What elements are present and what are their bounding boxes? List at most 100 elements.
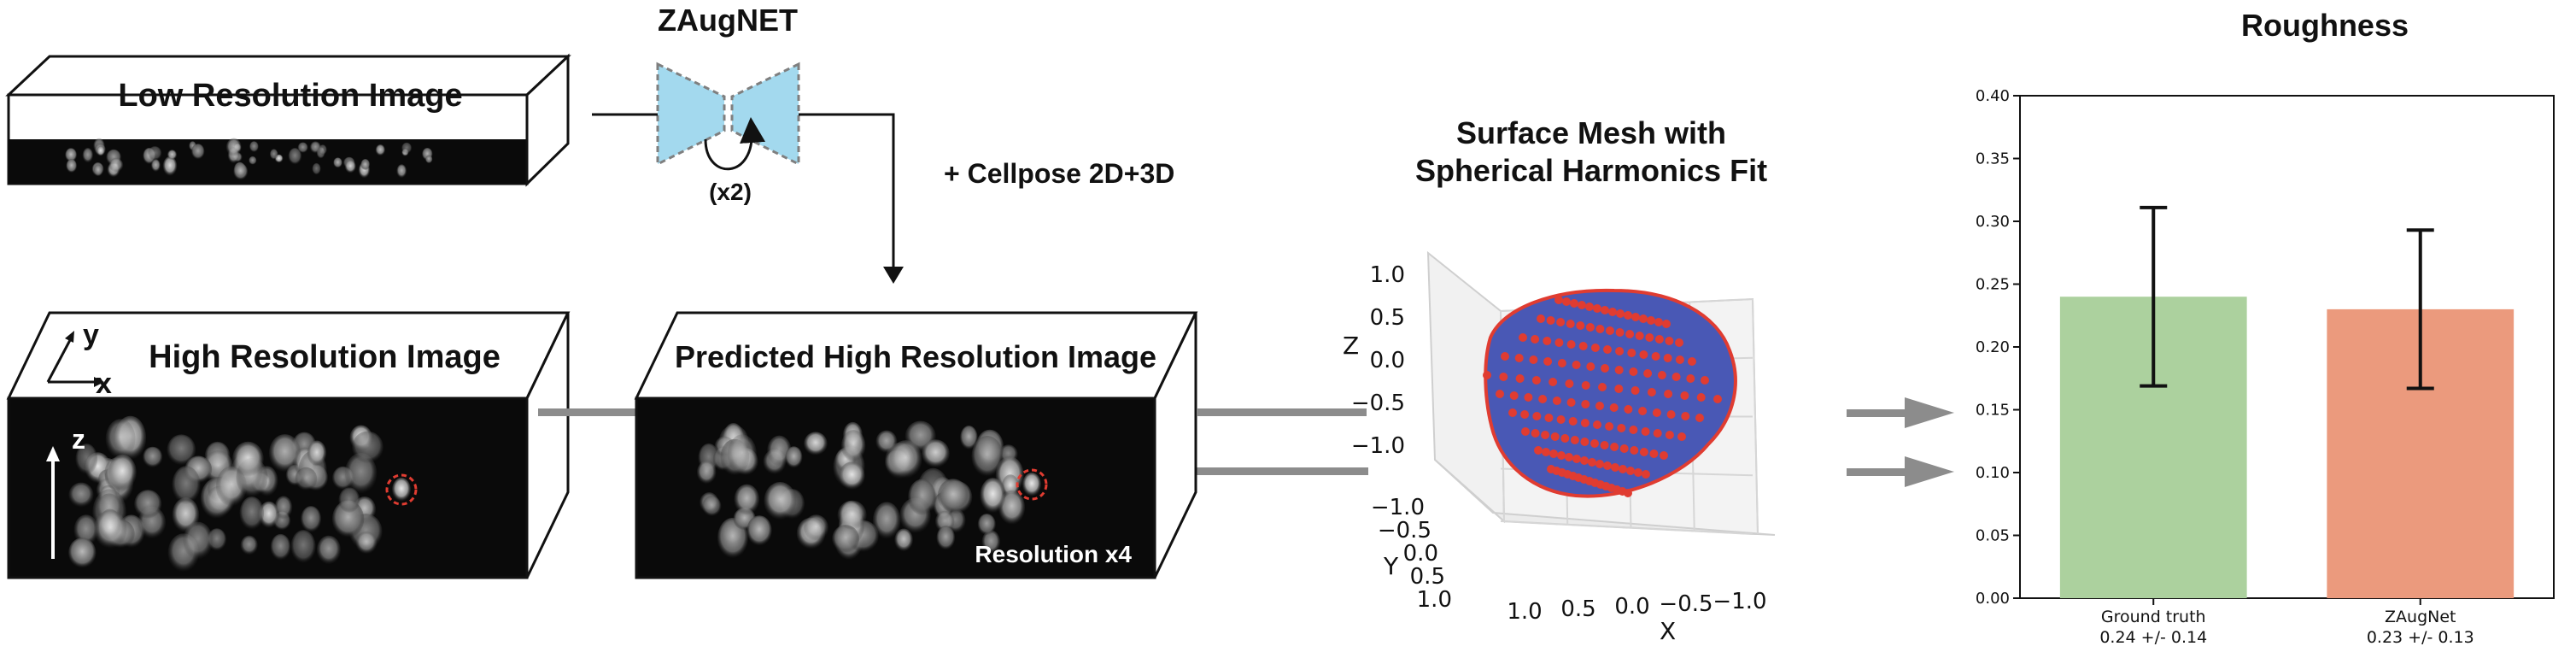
nucleus-blob	[268, 434, 302, 473]
mesh-fit-point	[1541, 431, 1550, 439]
nucleus-blob	[134, 490, 162, 519]
mesh-fit-point	[1546, 316, 1555, 325]
nucleus-blob	[746, 515, 772, 546]
mesh-x-tick: 0.0	[1614, 594, 1649, 620]
mesh-fit-point	[1565, 379, 1574, 388]
nucleus-blob	[894, 528, 913, 552]
mesh-fit-point	[1654, 335, 1664, 344]
mesh-fit-point	[1606, 326, 1614, 335]
high-res-side-face	[525, 312, 570, 579]
chart-title: Roughness	[2241, 8, 2409, 43]
mesh-fit-point	[1529, 355, 1538, 364]
surface-mesh-plot: Surface Mesh with Spherical Harmonics Fi…	[1343, 115, 1776, 645]
nucleus-blob	[297, 142, 308, 154]
mesh-fit-point	[1520, 410, 1530, 419]
mesh-x-ticks: 1.0 0.5 0.0 −0.5 −1.0	[1507, 589, 1766, 625]
mesh-fit-point	[1611, 463, 1619, 472]
mesh-fit-point	[1647, 316, 1655, 325]
mesh-pane-floor	[1434, 459, 1776, 536]
predicted-side-face	[1153, 312, 1197, 579]
mesh-fit-point	[1544, 414, 1554, 422]
mesh-fit-point	[1629, 426, 1638, 434]
mesh-y-tick: 1.0	[1417, 587, 1452, 613]
link-bar	[1172, 467, 1368, 475]
mesh-fit-point	[1645, 333, 1654, 342]
nucleus-blob	[295, 467, 318, 491]
nucleus-blob	[396, 164, 407, 179]
nucleus-blob	[167, 150, 178, 161]
mesh-x-label: X	[1660, 617, 1676, 645]
mesh-fit-point	[1665, 431, 1674, 439]
mesh-fit-point	[1639, 350, 1648, 359]
nucleus-blob	[75, 444, 98, 475]
mesh-fit-point	[1643, 369, 1653, 378]
nucleus-blob	[841, 430, 866, 462]
mesh-fit-point	[1617, 424, 1626, 432]
x-stat-label: 0.24 +/- 0.14	[2099, 628, 2207, 647]
mesh-fit-point	[1627, 349, 1636, 357]
mesh-fit-point	[1557, 359, 1566, 367]
mesh-fit-point	[1635, 332, 1644, 340]
nucleus-blob	[269, 149, 278, 160]
mesh-fit-point	[1554, 338, 1564, 347]
mesh-fit-point	[1662, 320, 1671, 328]
nucleus-blob	[872, 502, 901, 539]
mesh-fit-point	[1570, 436, 1579, 444]
nucleus-blob	[804, 432, 828, 455]
nucleus-blob	[338, 487, 360, 514]
nucleus-blob	[225, 138, 242, 157]
mesh-fit-point	[1615, 328, 1625, 337]
mesh-fit-point	[1625, 330, 1635, 338]
zaugnet-block: ZAugNET (x2)	[656, 3, 800, 205]
nucleus-blob	[65, 148, 77, 162]
mesh-fit-point	[1542, 448, 1550, 456]
mesh-fit-point	[1600, 441, 1609, 449]
nucleus-blob	[68, 538, 97, 568]
mesh-fit-point	[1580, 456, 1589, 465]
mesh-fit-point	[1651, 352, 1660, 361]
x-tick-label: Ground truth	[2101, 608, 2206, 626]
mesh-fit-point	[1630, 386, 1640, 395]
nucleus-blob	[702, 496, 722, 517]
axis-y-icon	[46, 339, 72, 383]
mesh-gridline	[1500, 520, 1753, 535]
nucleus-blob	[425, 155, 433, 164]
mesh-fit-point	[1578, 342, 1588, 350]
result-arrows	[1847, 397, 1954, 487]
nucleus-blob	[977, 514, 996, 536]
mesh-title-line2: Spherical Harmonics Fit	[1415, 153, 1767, 188]
mesh-y-tick: −1.0	[1371, 495, 1425, 520]
high-res-block: High Resolution Image y x z	[6, 311, 571, 579]
mesh-fit-point	[1538, 395, 1548, 403]
mesh-gridline	[1752, 298, 1759, 535]
mesh-fit-point	[1638, 407, 1648, 415]
mesh-fit-point	[1586, 362, 1595, 371]
predicted-block: Predicted High Resolution Image Resoluti…	[634, 311, 1198, 579]
nucleus-blob	[960, 425, 978, 450]
nucleus-blob	[937, 479, 969, 513]
nucleus-blob	[105, 419, 136, 460]
mesh-fit-point	[1598, 383, 1607, 391]
mesh-fit-point	[1585, 303, 1594, 311]
mesh-fit-point	[1515, 374, 1525, 383]
link-bar	[1197, 408, 1367, 416]
mesh-fit-point	[1501, 352, 1509, 361]
arrow-up-icon	[46, 446, 60, 461]
nucleus-blob	[108, 157, 124, 173]
mesh-y-label: Y	[1383, 552, 1399, 580]
nucleus-blob	[832, 525, 859, 553]
nucleus-blob	[97, 145, 105, 156]
nucleus-blob	[249, 156, 257, 165]
mesh-fit-point	[1619, 465, 1627, 473]
nucleus-blob	[401, 142, 413, 154]
mesh-fit-point	[1580, 438, 1590, 446]
arrow-right-icon	[1905, 397, 1954, 428]
x-tick-label: ZAugNet	[2385, 608, 2456, 626]
mesh-fit-points	[1483, 296, 1722, 497]
mesh-z-tick: 0.5	[1370, 305, 1405, 331]
mesh-fit-point	[1590, 439, 1599, 448]
arrow-right-icon	[1905, 456, 1954, 487]
mesh-x-tick: −1.0	[1712, 589, 1766, 614]
mesh-fit-point	[1578, 301, 1586, 309]
mesh-z-tick: 0.0	[1370, 348, 1405, 373]
